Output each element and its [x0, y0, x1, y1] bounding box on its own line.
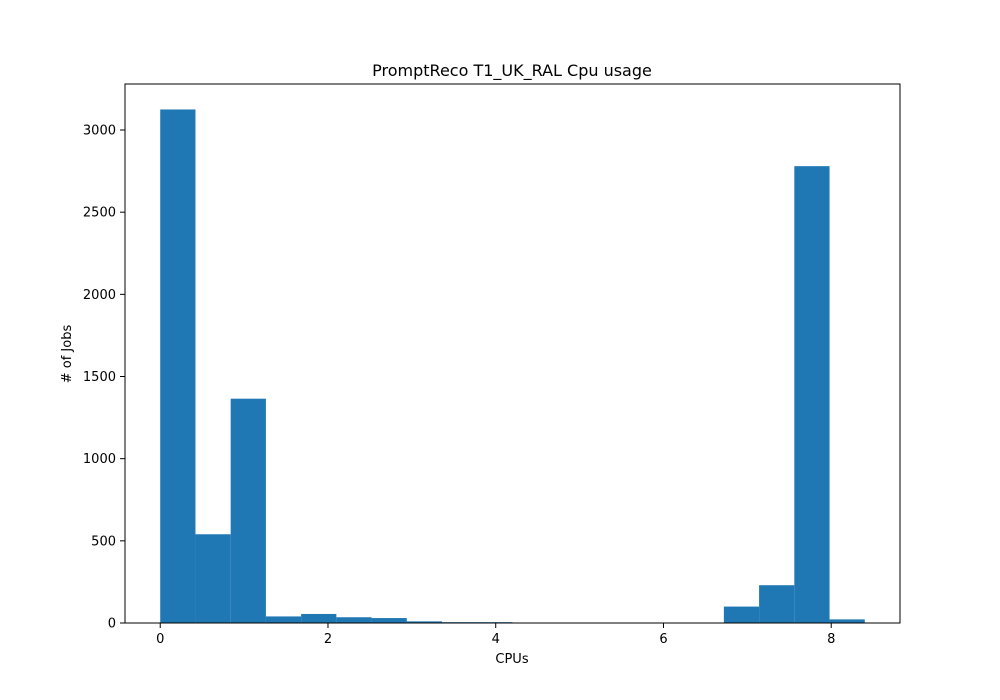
- x-tick-label: 0: [156, 632, 164, 647]
- bars-group: [160, 109, 865, 624]
- histogram-bar: [794, 166, 830, 624]
- histogram-bar: [829, 619, 865, 623]
- y-tick-label: 1500: [83, 370, 116, 385]
- histogram-bar: [195, 534, 231, 623]
- x-axis-label: CPUs: [495, 652, 528, 667]
- histogram-bar: [336, 617, 372, 623]
- x-tick-label: 8: [827, 632, 835, 647]
- y-axis-ticks: 0 500 1000 1500 2000 2500 3000: [83, 124, 125, 632]
- y-tick-label: 1000: [83, 452, 116, 467]
- y-tick-label: 500: [91, 534, 116, 549]
- y-tick-label: 0: [108, 617, 116, 632]
- x-tick-label: 2: [324, 632, 332, 647]
- y-axis-label: # of Jobs: [60, 325, 75, 384]
- y-tick-label: 2500: [83, 206, 116, 221]
- y-tick-label: 3000: [83, 124, 116, 139]
- y-tick-label: 2000: [83, 288, 116, 303]
- histogram-bar: [230, 398, 266, 623]
- histogram-bar: [723, 606, 760, 623]
- histogram-bar: [406, 621, 443, 623]
- histogram-bar: [371, 618, 407, 623]
- plot-frame: [124, 83, 901, 624]
- histogram-bar: [301, 613, 337, 623]
- histogram-bar: [160, 109, 196, 623]
- x-tick-label: 4: [492, 632, 500, 647]
- histogram-bar: [759, 585, 795, 623]
- histogram-bar: [265, 616, 302, 623]
- chart-title: PromptReco T1_UK_RAL Cpu usage: [372, 61, 652, 81]
- x-tick-label: 6: [659, 632, 667, 647]
- x-axis-ticks: 0 2 4 6 8: [156, 623, 835, 647]
